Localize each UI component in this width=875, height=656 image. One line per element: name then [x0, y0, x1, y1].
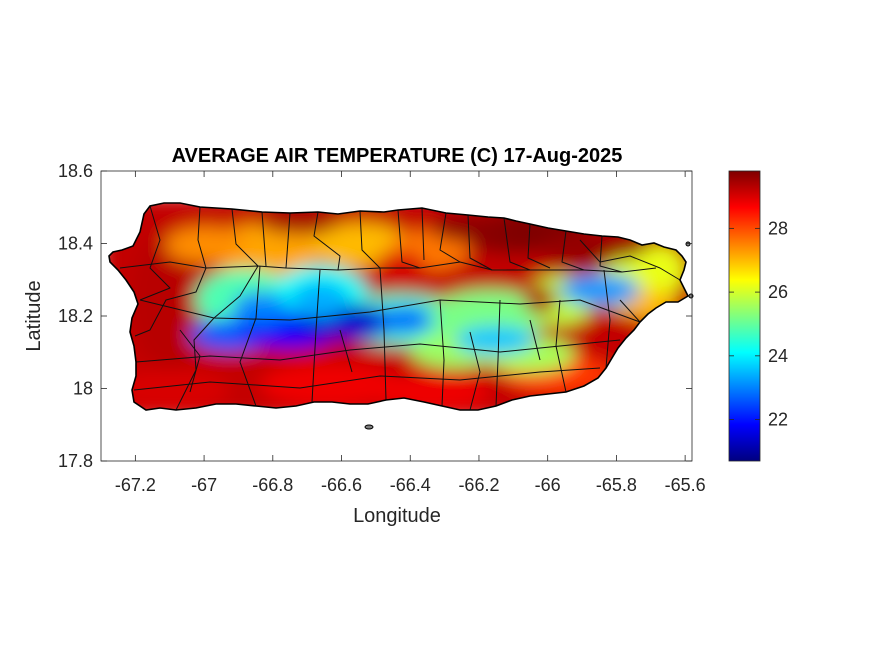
x-tick-label: -67.2	[115, 475, 156, 495]
municipality-boundary	[439, 212, 461, 263]
municipality-boundary	[139, 299, 641, 323]
municipality-boundary	[561, 230, 585, 271]
islet	[688, 293, 694, 299]
municipality-boundary	[139, 205, 171, 301]
x-tick-label: -66	[535, 475, 561, 495]
municipality-boundary	[469, 331, 481, 411]
municipality-boundary	[467, 214, 493, 271]
heat-blob	[260, 210, 340, 234]
heat-blob	[260, 363, 400, 407]
y-tick-label: 18.6	[58, 161, 93, 181]
municipality-boundary	[313, 211, 341, 271]
heat-blob	[635, 245, 685, 295]
municipality-boundary	[134, 206, 207, 337]
municipality-boundary	[619, 299, 641, 323]
municipality-boundary	[599, 235, 623, 273]
heat-blob	[524, 286, 556, 314]
municipality-boundary	[527, 223, 551, 269]
municipality-boundary	[503, 217, 531, 271]
x-tick-label: -66.6	[321, 475, 362, 495]
heat-blob	[232, 292, 288, 324]
municipality-boundary	[421, 207, 425, 261]
municipality-boundary	[285, 212, 291, 269]
municipality-boundary	[119, 261, 657, 273]
municipality-boundary	[579, 239, 681, 281]
x-tick-label: -66.8	[252, 475, 293, 495]
municipality-boundary	[175, 208, 259, 411]
municipality-boundary	[179, 329, 201, 393]
heat-blob	[375, 251, 425, 279]
island-outline	[108, 202, 690, 411]
colorbar-tick-label: 24	[768, 346, 788, 366]
y-axis-label: Latitude	[23, 280, 45, 351]
colorbar-gradient	[728, 170, 761, 462]
chart-title: AVERAGE AIR TEMPERATURE (C) 17-Aug-2025	[172, 145, 623, 167]
municipality-boundary	[439, 299, 445, 407]
municipality-boundary	[397, 209, 421, 269]
islet	[364, 424, 374, 430]
municipality-boundary	[135, 339, 621, 363]
heat-blob	[430, 290, 550, 340]
colorbar-tick-label: 22	[768, 410, 788, 430]
x-tick-label: -66.2	[458, 475, 499, 495]
x-axis: -67.2 -67 -66.8 -66.6 -66.4 -66.2 -66 -65.8 -65.…	[115, 171, 706, 495]
y-tick-label: 18.2	[58, 306, 93, 326]
municipality-boundary	[359, 210, 381, 269]
municipality-boundary	[239, 265, 261, 407]
colorbar-tick-label: 26	[768, 282, 788, 302]
municipality-boundary	[495, 299, 501, 407]
heat-blob	[377, 306, 433, 334]
municipality-boundary	[379, 267, 387, 401]
y-tick-label: 18	[73, 379, 93, 399]
municipality-boundary	[339, 329, 353, 373]
municipality-boundary	[603, 269, 611, 369]
heat-blob	[430, 214, 510, 242]
colorbar-ticks: 22 24 26 28	[729, 218, 788, 430]
heat-blob	[110, 370, 230, 410]
municipality-boundaries	[119, 205, 694, 430]
y-tick-label: 17.8	[58, 451, 93, 471]
heat-field	[109, 203, 688, 410]
municipality-boundary	[311, 269, 321, 403]
colorbar-tick-label: 28	[768, 218, 788, 238]
municipality-boundary	[133, 367, 601, 391]
x-tick-label: -67	[191, 475, 217, 495]
y-axis: 18.6 18.4 18.2 18 17.8	[58, 161, 692, 471]
x-tick-label: -65.6	[665, 475, 706, 495]
colorbar: 22 24 26 28	[728, 170, 788, 462]
municipality-boundary	[261, 211, 267, 267]
municipality-boundary	[555, 299, 567, 393]
x-axis-label: Longitude	[353, 505, 441, 527]
y-tick-label: 18.4	[58, 234, 93, 254]
heat-blob	[292, 282, 348, 318]
x-tick-label: -66.4	[390, 475, 431, 495]
heat-blob	[165, 227, 245, 263]
islet	[685, 241, 691, 247]
x-tick-label: -65.8	[596, 475, 637, 495]
heat-blob	[560, 274, 640, 306]
heat-blob	[455, 326, 535, 354]
municipality-boundary	[529, 319, 541, 361]
